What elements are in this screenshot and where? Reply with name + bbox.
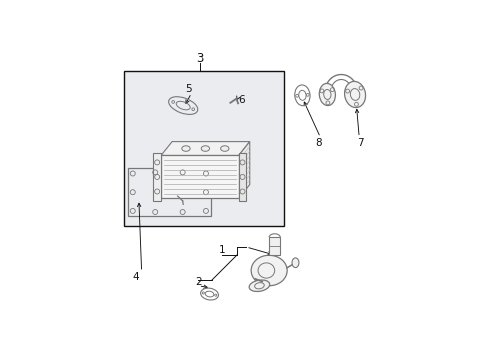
Ellipse shape xyxy=(201,146,210,151)
Ellipse shape xyxy=(220,146,229,151)
Polygon shape xyxy=(239,141,250,198)
Polygon shape xyxy=(153,153,161,201)
Text: 5: 5 xyxy=(185,84,192,94)
Bar xyxy=(128,168,211,216)
Bar xyxy=(161,156,239,198)
Bar xyxy=(123,71,284,226)
Ellipse shape xyxy=(344,81,366,108)
Ellipse shape xyxy=(249,280,270,292)
Polygon shape xyxy=(161,141,250,156)
Text: 1: 1 xyxy=(219,245,225,255)
Text: 2: 2 xyxy=(195,276,202,287)
Text: 7: 7 xyxy=(357,138,364,148)
Ellipse shape xyxy=(319,84,336,105)
Ellipse shape xyxy=(182,146,190,151)
Text: 6: 6 xyxy=(238,95,245,105)
Text: 8: 8 xyxy=(316,138,322,148)
Text: 3: 3 xyxy=(196,52,203,65)
Ellipse shape xyxy=(251,255,287,286)
Text: 4: 4 xyxy=(133,273,139,283)
Polygon shape xyxy=(239,153,246,201)
Bar xyxy=(269,237,280,255)
Ellipse shape xyxy=(292,258,299,267)
